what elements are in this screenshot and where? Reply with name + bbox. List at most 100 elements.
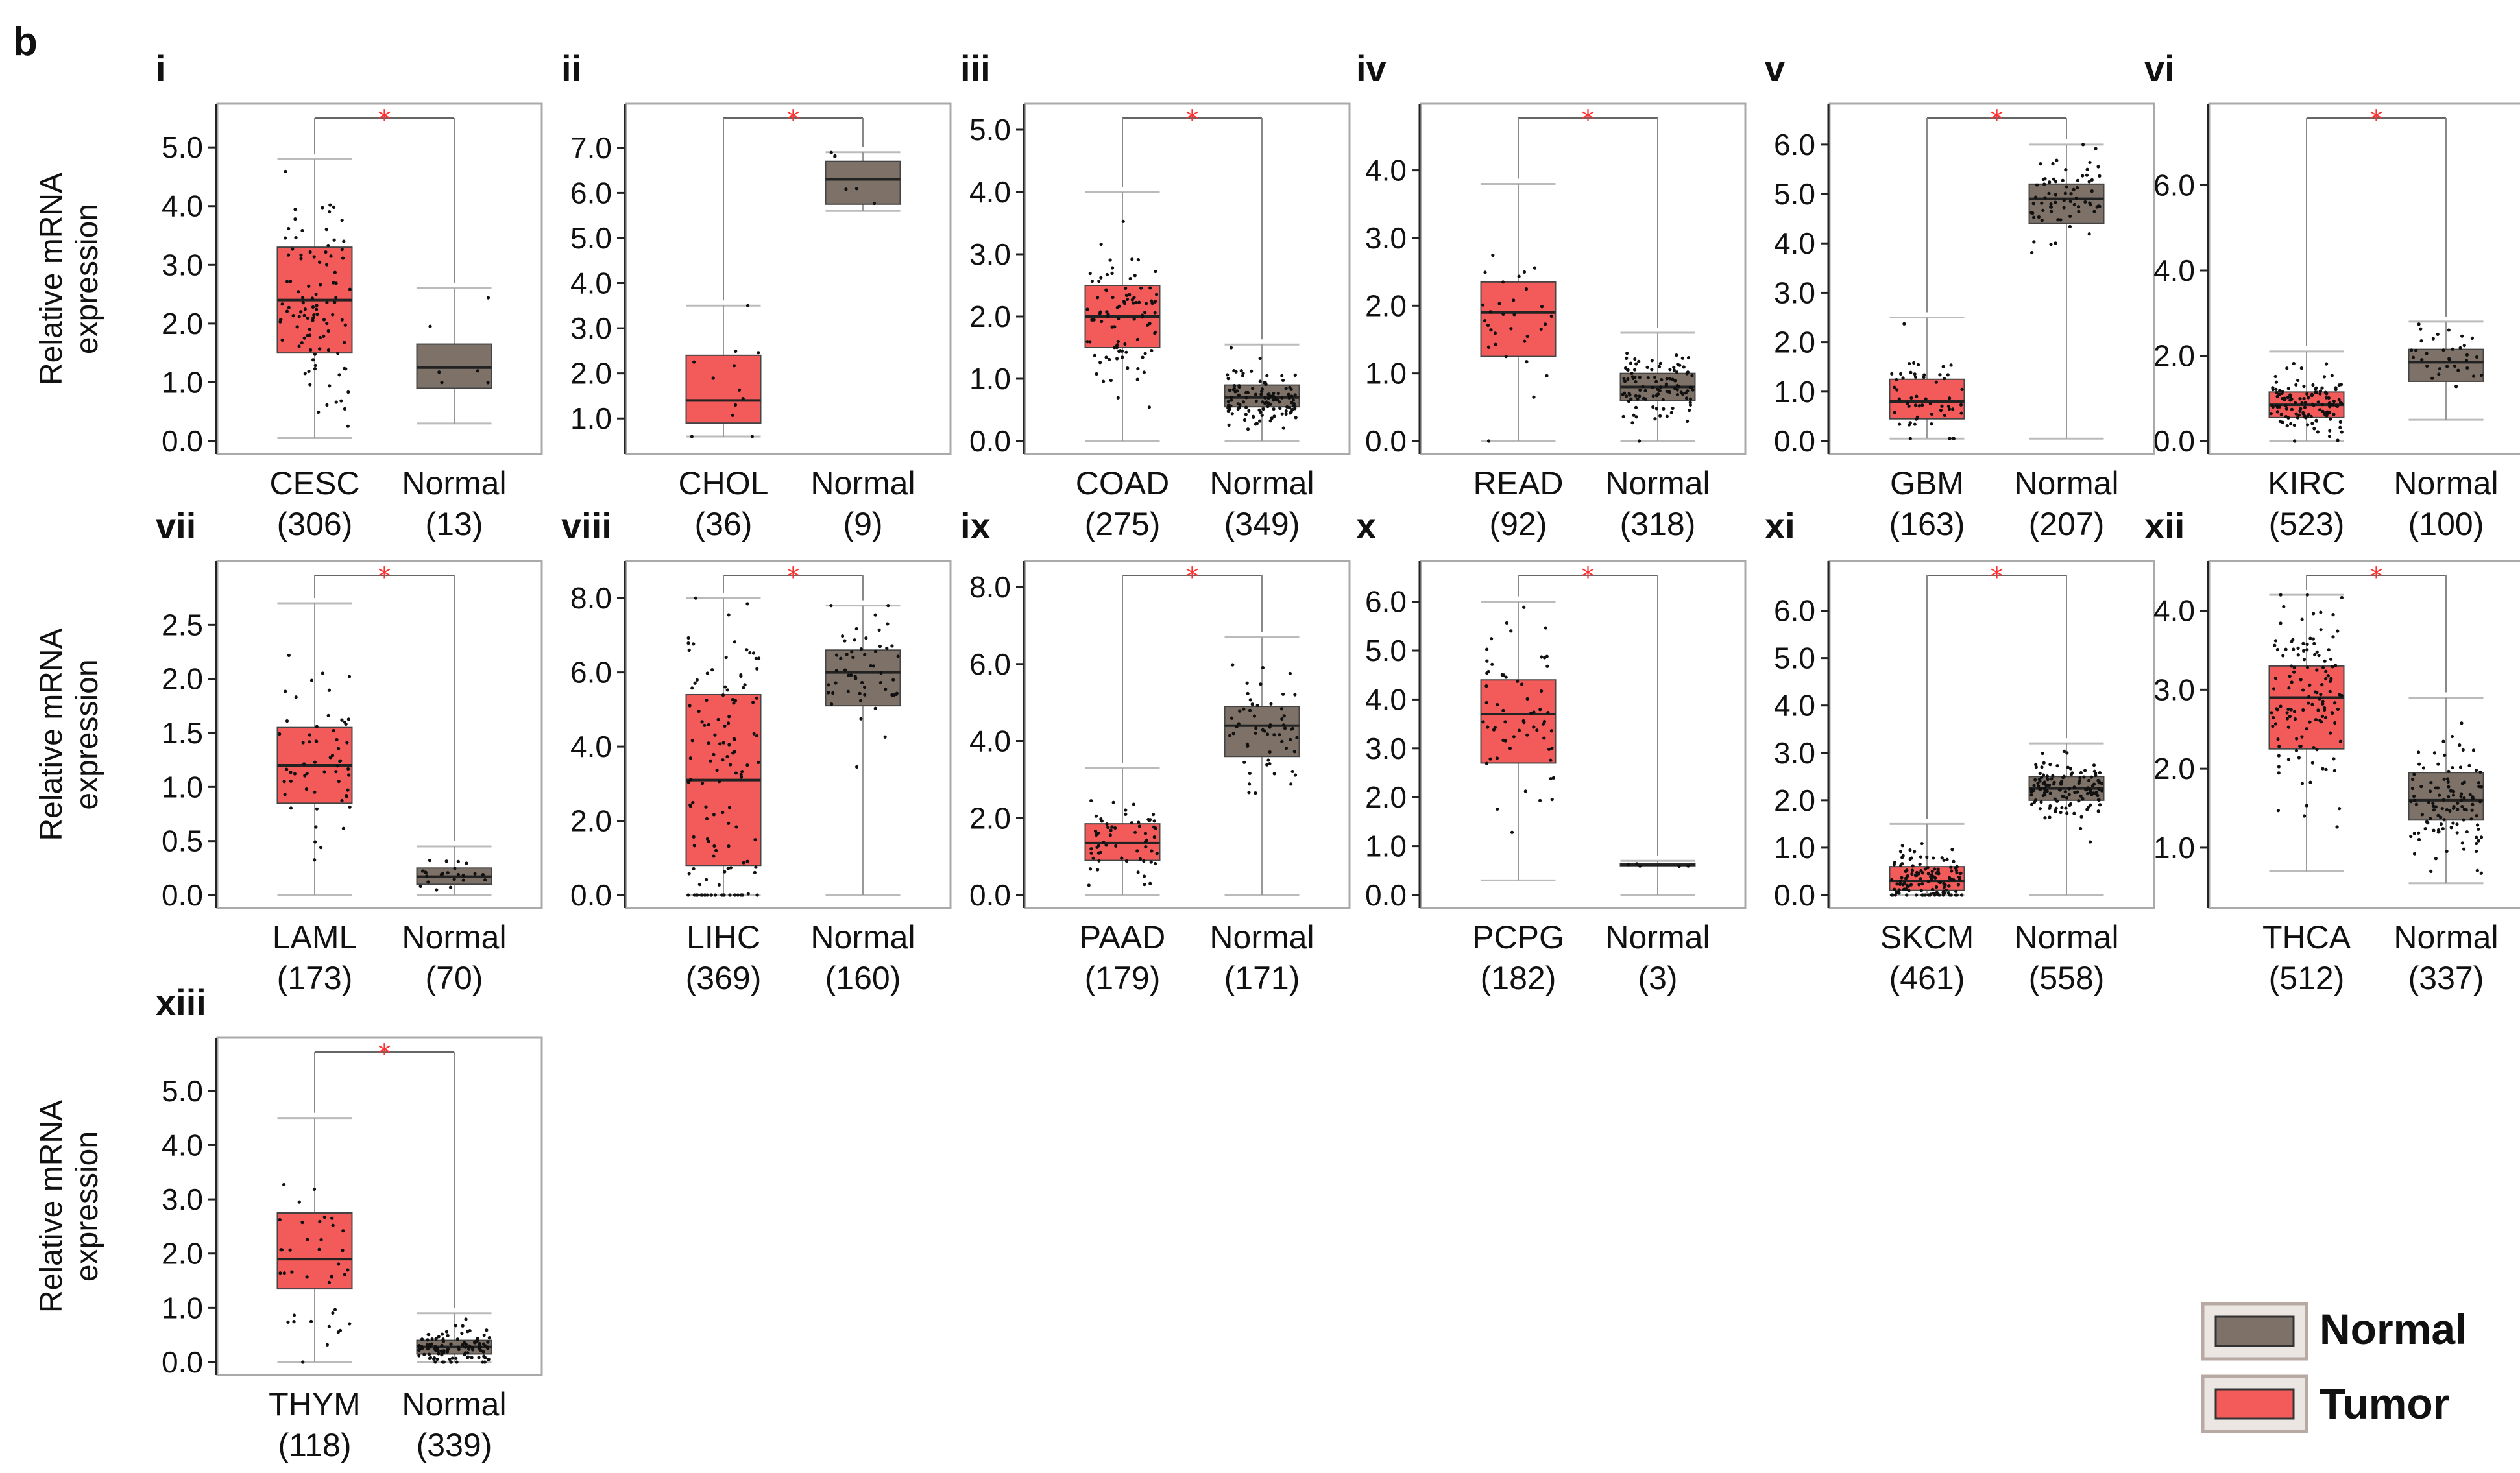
data-point [2452, 804, 2456, 809]
data-point [1091, 856, 1095, 860]
box-thym [276, 1117, 353, 1364]
data-point [1280, 739, 1284, 743]
x-sample-count: (173) [277, 960, 353, 996]
data-point [734, 825, 738, 829]
significance-bracket: * [2306, 562, 2447, 693]
data-point [2305, 593, 2309, 597]
data-point [2474, 769, 2478, 772]
significance-bracket: * [1518, 562, 1658, 856]
data-point [1090, 279, 1095, 283]
data-point [2298, 744, 2302, 748]
data-point [1900, 876, 1904, 880]
data-point [1690, 385, 1693, 389]
data-point [1512, 735, 1516, 739]
data-point [2307, 701, 2310, 705]
data-point [2273, 722, 2278, 726]
data-point [2432, 828, 2436, 832]
data-point [2458, 346, 2462, 350]
data-point [1959, 893, 1964, 897]
plot-frame [625, 560, 952, 909]
data-point [718, 780, 721, 784]
x-sample-count: (349) [1224, 506, 1300, 542]
data-point [700, 893, 704, 897]
data-point [1909, 883, 1913, 887]
data-point [340, 718, 344, 722]
data-point [1546, 710, 1550, 715]
data-point [1660, 377, 1664, 382]
data-point [2327, 410, 2331, 414]
data-point [863, 653, 867, 656]
data-point [1957, 875, 1961, 879]
data-point [2294, 748, 2299, 752]
data-point [2067, 787, 2071, 791]
data-point [1930, 412, 1934, 416]
data-point [1285, 405, 1289, 409]
data-point [424, 870, 428, 874]
data-point [418, 884, 422, 888]
data-point [2443, 753, 2447, 757]
data-point [428, 1356, 433, 1359]
y-tick-label: 3.0 [1365, 732, 1407, 765]
data-point [2059, 218, 2063, 222]
data-point [734, 349, 738, 353]
data-points [1481, 605, 1555, 834]
data-point [1269, 394, 1273, 398]
data-point [1130, 820, 1134, 825]
data-point [2292, 361, 2296, 366]
data-point [2077, 210, 2081, 213]
legend-tumor-label: Tumor [2320, 1380, 2449, 1428]
data-point [2427, 800, 2430, 804]
data-point [285, 280, 289, 283]
data-point [1137, 300, 1141, 304]
data-point [1226, 403, 1230, 407]
data-point [2275, 390, 2279, 394]
data-point [831, 691, 835, 695]
data-point [2096, 778, 2100, 782]
data-point [2300, 401, 2304, 405]
data-points [418, 859, 487, 892]
data-point [853, 638, 856, 642]
data-point [441, 1337, 445, 1341]
x-sample-count: (171) [1224, 960, 1300, 996]
data-point [1917, 363, 1920, 366]
data-point [755, 734, 759, 738]
data-point [1525, 697, 1529, 701]
data-point [2072, 202, 2076, 207]
y-tick-label: 2.0 [2153, 339, 2195, 372]
data-point [2314, 386, 2318, 390]
data-point [1258, 379, 1262, 383]
box-normal [416, 845, 492, 896]
data-point [1242, 760, 1246, 764]
data-point [2292, 423, 2296, 427]
data-point [280, 338, 284, 342]
data-point [327, 688, 332, 692]
data-point [439, 872, 443, 876]
data-point [464, 1317, 468, 1321]
data-point [2087, 778, 2091, 782]
data-point [348, 805, 352, 809]
data-point [2271, 388, 2275, 392]
data-point [712, 854, 716, 858]
data-point [1272, 733, 1276, 737]
data-point [1942, 377, 1946, 381]
data-point [2328, 429, 2332, 433]
data-point [1898, 422, 1902, 426]
data-point [325, 1343, 330, 1347]
data-point [2322, 375, 2327, 379]
data-point [1651, 405, 1655, 409]
data-point [2410, 786, 2415, 791]
data-point [2419, 785, 2423, 789]
data-point [1522, 605, 1526, 609]
data-point [2277, 392, 2281, 396]
data-point [2054, 200, 2057, 204]
data-point [2410, 348, 2414, 352]
data-point [1630, 375, 1634, 379]
data-point [2412, 772, 2416, 776]
data-point [2316, 708, 2320, 712]
data-point [314, 825, 318, 829]
data-point [1627, 862, 1630, 867]
data-point [292, 1320, 296, 1324]
data-point [1247, 409, 1251, 413]
data-point [2077, 799, 2081, 803]
data-point [1145, 838, 1149, 842]
